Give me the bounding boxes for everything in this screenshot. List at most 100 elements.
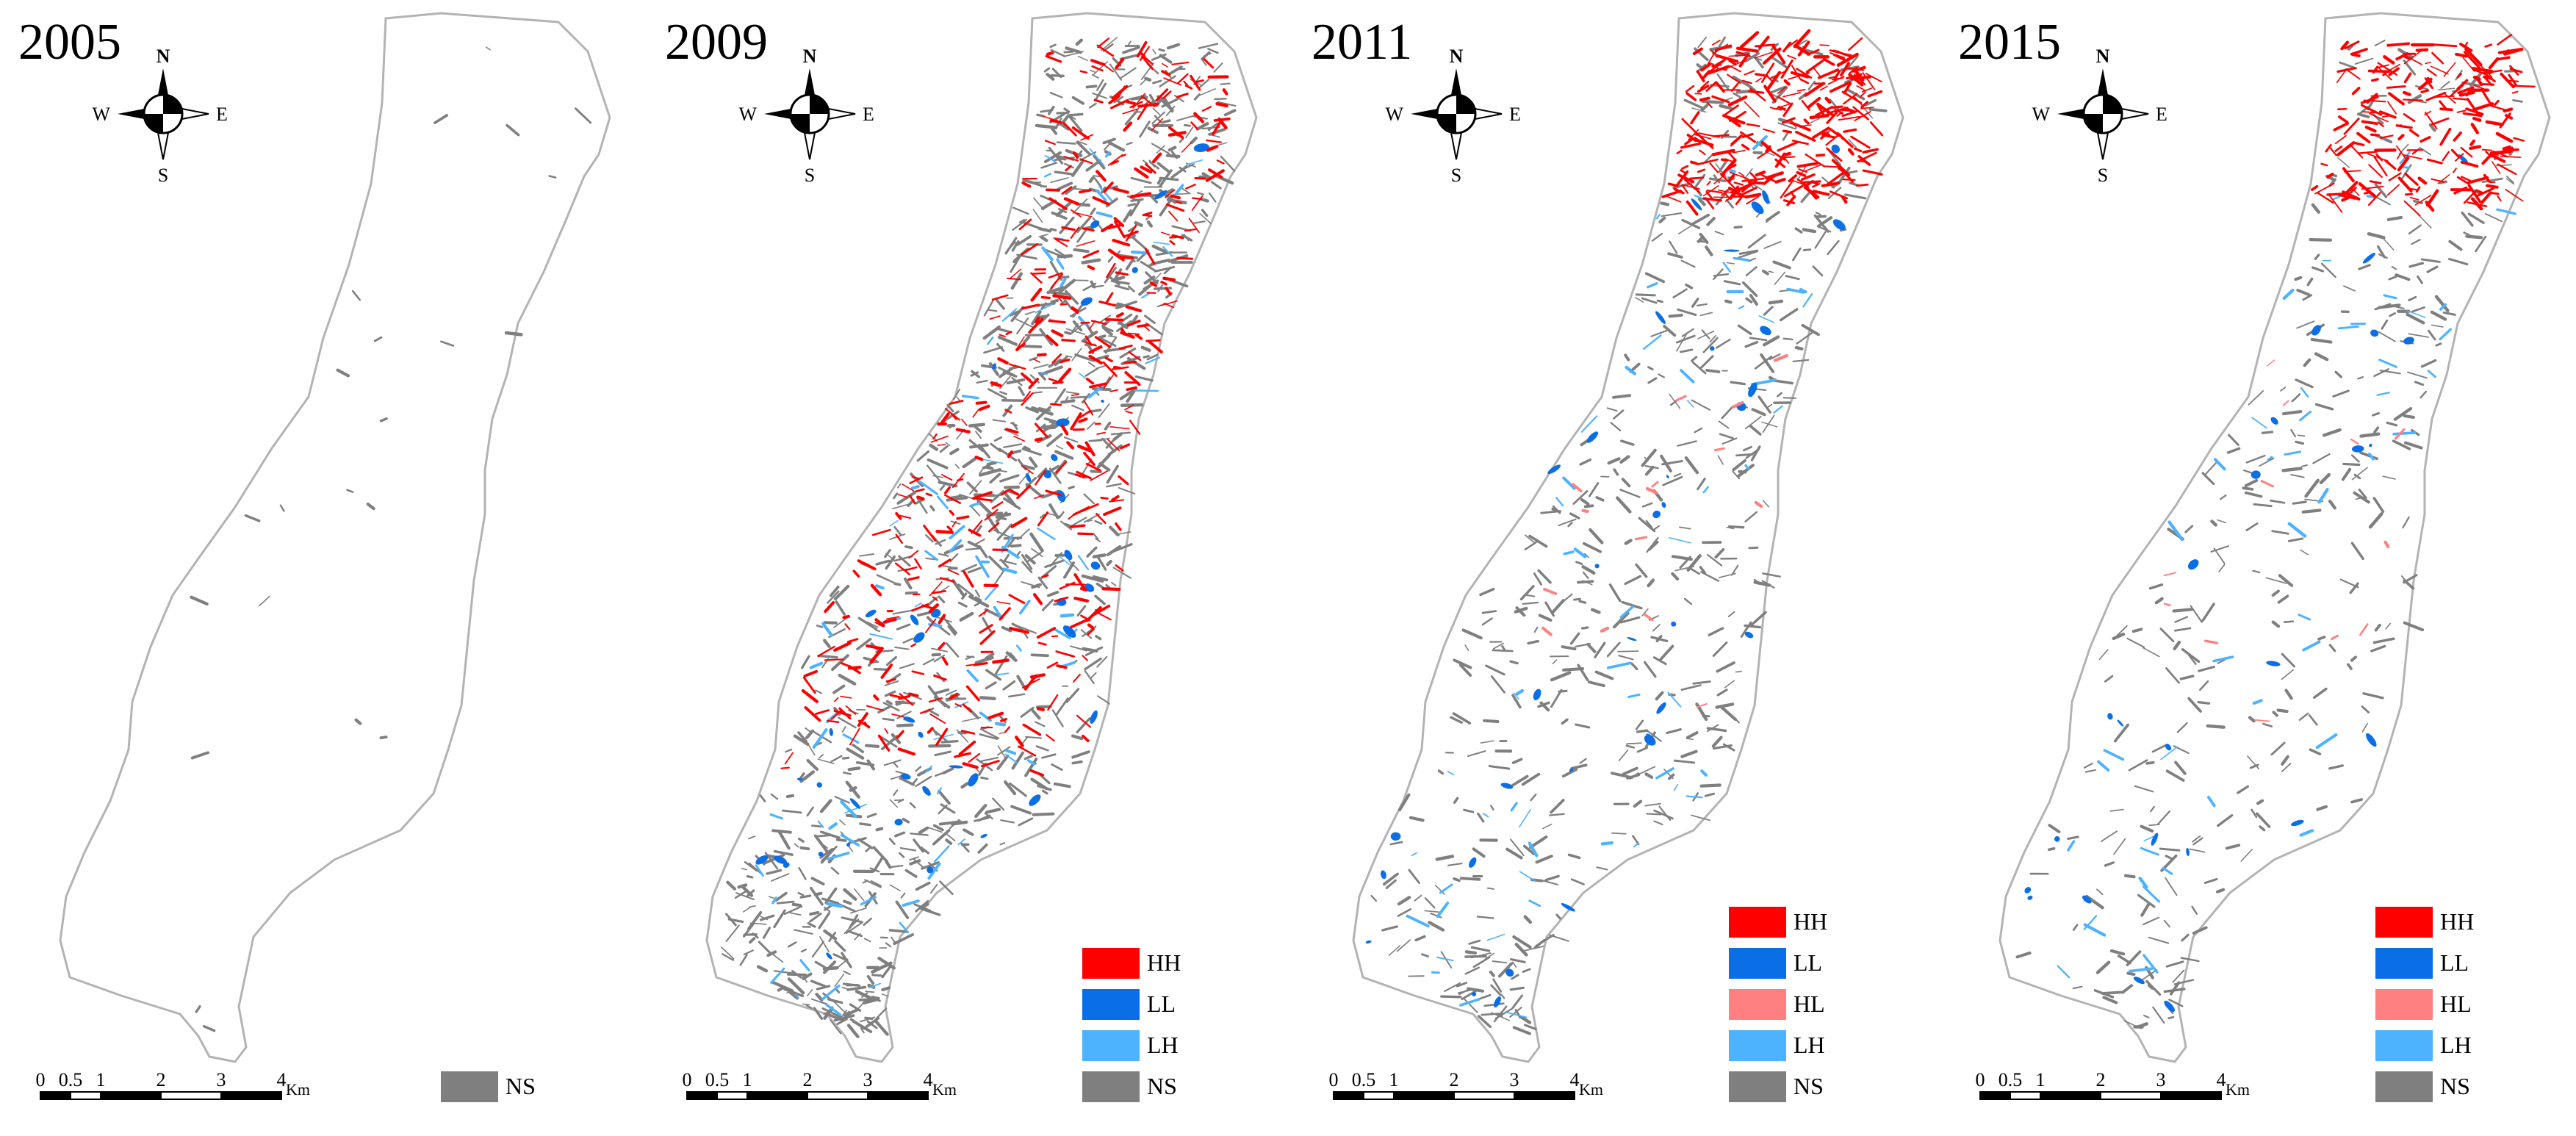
cluster-patch-hh — [1688, 129, 1699, 141]
cluster-patch-lh — [975, 555, 990, 578]
cluster-patch-hh — [1124, 370, 1141, 387]
cluster-patch-hh — [1096, 384, 1102, 389]
cluster-patch-ns — [946, 496, 968, 502]
cluster-patch-ns — [1063, 107, 1071, 113]
cluster-patch-hh — [2396, 151, 2403, 160]
cluster-patch-ns — [903, 691, 923, 700]
cluster-patch-ns — [2072, 924, 2079, 931]
cluster-patch-ns — [2406, 312, 2425, 325]
cluster-patch-ns — [1514, 942, 1528, 957]
cluster-patch-hh — [1083, 451, 1095, 466]
cluster-patch-ns — [1031, 310, 1042, 326]
cluster-patch-hh — [2368, 164, 2383, 179]
cluster-patch-ns — [1199, 212, 1212, 224]
cluster-patch-hh — [1049, 119, 1062, 124]
cluster-patch-hh — [2320, 162, 2328, 167]
cluster-patch-ns — [1569, 632, 1580, 645]
cluster-patch-hh — [2336, 193, 2356, 200]
cluster-patch-ns — [1777, 392, 1782, 398]
cluster-patch-hh — [2463, 51, 2481, 70]
cluster-patch-hh — [2508, 73, 2517, 87]
cluster-patch-ns — [999, 474, 1020, 483]
cluster-patch-hh — [1735, 46, 1759, 53]
cluster-patch-ll — [2311, 325, 2321, 336]
cluster-patch-ns — [2137, 894, 2156, 908]
cluster-patch-hh — [1711, 95, 1730, 104]
cluster-patch-ns — [2113, 838, 2126, 855]
cluster-patch-ns — [1024, 758, 1038, 777]
cluster-patch-hh — [1727, 95, 1748, 107]
cluster-patch-ns — [2350, 454, 2360, 463]
cluster-patch-ns — [965, 655, 974, 660]
cluster-patch-ns — [1669, 240, 1678, 254]
cluster-patch-lh — [1005, 749, 1017, 755]
cluster-patch-ns — [1570, 878, 1585, 885]
cluster-patch-ns — [2404, 441, 2423, 450]
cluster-patch-ns — [830, 755, 843, 763]
cluster-patch-ns — [1064, 331, 1071, 335]
cluster-patch-ns — [942, 616, 958, 634]
cluster-patch-ns — [244, 514, 261, 522]
cluster-patch-hh — [1163, 303, 1175, 309]
cluster-patch-ns — [1680, 684, 1702, 691]
cluster-patch-ns — [916, 611, 932, 617]
compass-letter-e: E — [2156, 104, 2167, 125]
cluster-patch-ns — [1118, 486, 1136, 495]
cluster-patch-ns — [2428, 123, 2436, 132]
cluster-patch-hh — [907, 576, 920, 581]
cluster-patch-ns — [1618, 655, 1634, 661]
cluster-patch-ns — [1636, 729, 1649, 733]
cluster-patch-hh — [1076, 470, 1092, 480]
cluster-patch-ns — [2151, 744, 2168, 753]
year-label: 2005 — [18, 14, 121, 71]
cluster-patch-ns — [1065, 391, 1080, 395]
cluster-patch-hh — [2492, 161, 2501, 175]
cluster-patch-ns — [2252, 569, 2261, 574]
cluster-patch-hh — [1685, 92, 1697, 101]
cluster-patch-ns — [1043, 417, 1057, 423]
legend-swatch-ll — [1082, 989, 1140, 1020]
cluster-patch-hh — [2486, 184, 2499, 189]
cluster-patch-ns — [2475, 235, 2487, 253]
cluster-patch-ns — [2481, 177, 2503, 183]
cluster-patch-ll — [1751, 201, 1764, 215]
cluster-patch-hh — [2460, 176, 2472, 182]
cluster-patch-ns — [1709, 335, 1716, 343]
cluster-patch-hh — [997, 357, 1009, 365]
cluster-patch-ns — [1112, 278, 1118, 284]
cluster-patch-hh — [2502, 145, 2511, 150]
cluster-patch-ns — [1704, 792, 1716, 797]
cluster-patch-ns — [918, 826, 929, 835]
cluster-patch-ns — [1613, 468, 1619, 476]
cluster-patch-hh — [1054, 238, 1068, 248]
cluster-patch-ns — [2463, 231, 2474, 238]
scale-bar: 0 0.5 1 2 3 4 Km — [1329, 1069, 1603, 1100]
cluster-patch-ns — [833, 1001, 849, 1016]
cluster-patch-ns — [1550, 671, 1572, 682]
cluster-patch-ns — [806, 806, 814, 817]
cluster-patch-ns — [807, 921, 816, 928]
cluster-patch-ns — [1007, 538, 1015, 548]
cluster-patch-ns — [2287, 537, 2304, 542]
cluster-patch-ns — [807, 988, 813, 996]
cluster-patch-lh — [1059, 278, 1067, 287]
cluster-patch-ns — [799, 772, 805, 779]
cluster-patch-ns — [2420, 258, 2441, 263]
cluster-patch-ns — [1170, 165, 1188, 179]
cluster-patch-ns — [1636, 747, 1648, 753]
cluster-patch-ns — [1509, 986, 1525, 991]
cluster-patch-hh — [1755, 51, 1773, 59]
cluster-patch-ns — [1434, 884, 1445, 895]
cluster-patch-ns — [1652, 624, 1661, 632]
cluster-patch-lh — [2392, 431, 2417, 436]
cluster-patch-lh — [1027, 759, 1036, 766]
cluster-patch-ns — [1706, 724, 1719, 733]
cluster-patch-ns — [824, 887, 838, 905]
cluster-patch-ns — [1647, 366, 1654, 371]
cluster-patch-hh — [1842, 178, 1856, 181]
cluster-patch-ns — [1119, 67, 1137, 79]
cluster-patch-hh — [2406, 55, 2422, 65]
cluster-patch-hh — [1697, 85, 1710, 93]
cluster-patch-ns — [852, 743, 865, 753]
cluster-patch-hh — [1160, 231, 1170, 236]
